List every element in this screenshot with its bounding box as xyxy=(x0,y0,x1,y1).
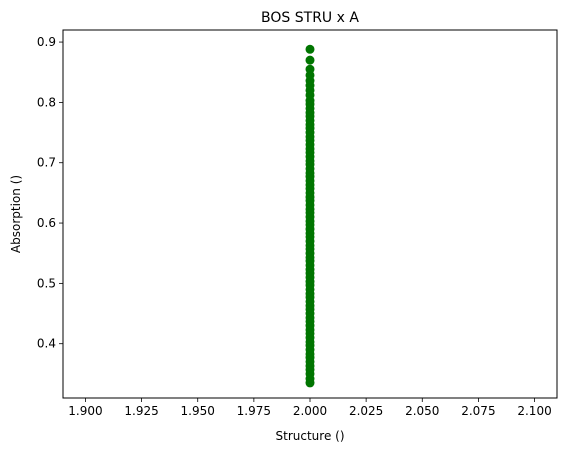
y-tick-label: 0.7 xyxy=(37,156,56,170)
x-tick-label: 2.075 xyxy=(461,404,495,418)
y-axis-label: Absorption () xyxy=(9,175,23,253)
y-tick-label: 0.5 xyxy=(37,276,56,290)
data-points xyxy=(305,44,315,388)
x-tick-label: 1.900 xyxy=(68,404,102,418)
x-tick-label: 1.950 xyxy=(181,404,215,418)
x-tick-label: 1.975 xyxy=(237,404,271,418)
data-point xyxy=(305,44,315,54)
x-axis-ticks: 1.900 1.925 1.950 1.975 2.000 2.025 2.050 2.075… xyxy=(68,398,552,418)
chart-title: BOS STRU x A xyxy=(261,10,359,26)
data-point xyxy=(305,64,315,74)
y-tick-label: 0.9 xyxy=(37,35,56,49)
y-axis-ticks: 0.4 0.5 0.6 0.7 0.8 0.9 xyxy=(37,35,63,351)
x-tick-label: 2.100 xyxy=(517,404,551,418)
data-point xyxy=(305,55,315,65)
y-tick-label: 0.4 xyxy=(37,337,56,351)
x-tick-label: 2.050 xyxy=(405,404,439,418)
x-axis-label: Structure () xyxy=(276,429,345,443)
x-tick-label: 1.925 xyxy=(124,404,158,418)
y-tick-label: 0.8 xyxy=(37,95,56,109)
y-tick-label: 0.6 xyxy=(37,216,56,230)
x-tick-label: 2.025 xyxy=(349,404,383,418)
x-tick-label: 2.000 xyxy=(293,404,327,418)
